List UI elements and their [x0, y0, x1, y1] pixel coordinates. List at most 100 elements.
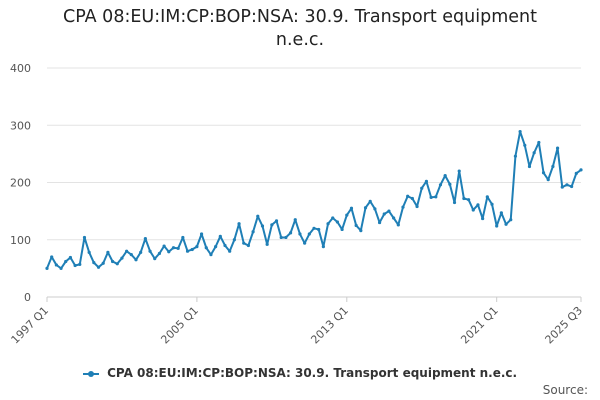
- data-point: [443, 174, 447, 178]
- data-point: [96, 265, 101, 269]
- data-point: [335, 220, 340, 224]
- data-point: [555, 146, 560, 150]
- data-point: [307, 232, 311, 236]
- data-point: [476, 203, 480, 207]
- legend[interactable]: CPA 08:EU:IM:CP:BOP:NSA: 30.9. Transport…: [0, 366, 600, 380]
- data-point: [101, 261, 105, 265]
- data-point: [406, 194, 410, 198]
- data-point: [129, 253, 133, 257]
- data-point: [387, 209, 391, 213]
- data-point: [50, 255, 54, 259]
- data-point: [462, 196, 466, 201]
- y-tick-label: 200: [10, 177, 31, 190]
- data-point: [466, 198, 471, 202]
- data-point: [293, 218, 297, 222]
- data-point: [546, 178, 550, 182]
- data-point: [321, 245, 325, 249]
- x-axis: 1997 Q1 2005 Q1 2013 Q1 2021 Q1 2025 Q3: [9, 296, 586, 347]
- y-tick-label: 100: [10, 234, 31, 247]
- data-point: [45, 266, 49, 270]
- data-point: [392, 216, 396, 220]
- data-point: [317, 227, 321, 232]
- data-point: [82, 235, 87, 240]
- data-point: [359, 228, 363, 233]
- data-point: [560, 185, 564, 189]
- data-point: [284, 235, 288, 240]
- data-point: [354, 223, 358, 228]
- data-point: [401, 205, 405, 209]
- data-point: [115, 262, 119, 266]
- data-point: [452, 200, 457, 205]
- y-axis-ticks: 0 100 200 300 400: [10, 62, 31, 304]
- x-tick-label: 2021 Q1: [458, 304, 501, 347]
- data-point: [565, 183, 569, 187]
- data-point: [457, 169, 461, 173]
- data-point: [237, 222, 241, 226]
- data-point: [303, 241, 307, 245]
- data-point: [368, 199, 372, 203]
- data-point: [579, 168, 583, 172]
- data-point: [223, 243, 227, 248]
- data-point: [410, 196, 414, 201]
- gridlines: [47, 67, 581, 241]
- data-point: [574, 171, 578, 175]
- data-point: [349, 206, 354, 210]
- data-point: [382, 212, 386, 216]
- series-layer: [45, 129, 583, 270]
- data-point: [340, 227, 344, 232]
- data-point: [504, 222, 508, 226]
- data-point: [481, 216, 485, 221]
- data-point: [570, 184, 574, 189]
- data-point: [148, 249, 152, 253]
- data-point: [218, 234, 222, 238]
- data-point: [228, 249, 232, 253]
- data-point: [424, 179, 429, 183]
- data-point: [438, 183, 443, 187]
- data-point: [345, 213, 349, 217]
- data-point: [171, 246, 176, 250]
- data-point: [143, 237, 147, 241]
- data-point: [92, 261, 96, 265]
- legend-line-marker-icon: [82, 369, 99, 379]
- data-point: [420, 186, 424, 190]
- data-point: [64, 259, 68, 264]
- data-point: [246, 243, 251, 248]
- data-point: [396, 223, 400, 227]
- chart-title: CPA 08:EU:IM:CP:BOP:NSA: 30.9. Transport…: [63, 7, 537, 50]
- data-point: [490, 202, 494, 206]
- x-tick-label: 2005 Q1: [158, 304, 201, 347]
- data-point: [532, 151, 536, 155]
- data-point: [363, 206, 368, 210]
- data-point: [429, 195, 433, 199]
- data-point: [68, 255, 73, 260]
- data-point: [195, 245, 199, 249]
- data-point: [59, 266, 63, 270]
- data-point: [190, 247, 194, 252]
- data-point: [274, 219, 279, 223]
- data-point: [120, 256, 124, 260]
- data-point: [242, 241, 246, 245]
- data-point: [377, 220, 382, 225]
- data-point: [471, 208, 475, 212]
- legend-label: CPA 08:EU:IM:CP:BOP:NSA: 30.9. Transport…: [107, 366, 518, 380]
- data-point: [204, 246, 208, 250]
- data-point: [209, 253, 213, 257]
- data-point: [312, 226, 316, 230]
- data-point: [448, 182, 452, 186]
- source-label[interactable]: Source:: [542, 383, 588, 397]
- data-point: [256, 214, 260, 218]
- data-point: [73, 263, 77, 268]
- data-point: [125, 249, 129, 253]
- data-point: [288, 231, 293, 235]
- series-line: [46, 130, 582, 270]
- data-point: [181, 235, 185, 240]
- data-point: [185, 249, 190, 253]
- data-point: [527, 164, 532, 169]
- data-point: [153, 257, 157, 261]
- data-point: [373, 207, 377, 211]
- data-point: [513, 154, 518, 158]
- data-point: [78, 262, 82, 266]
- x-tick-label: 2025 Q3: [543, 304, 586, 347]
- data-point: [279, 235, 283, 240]
